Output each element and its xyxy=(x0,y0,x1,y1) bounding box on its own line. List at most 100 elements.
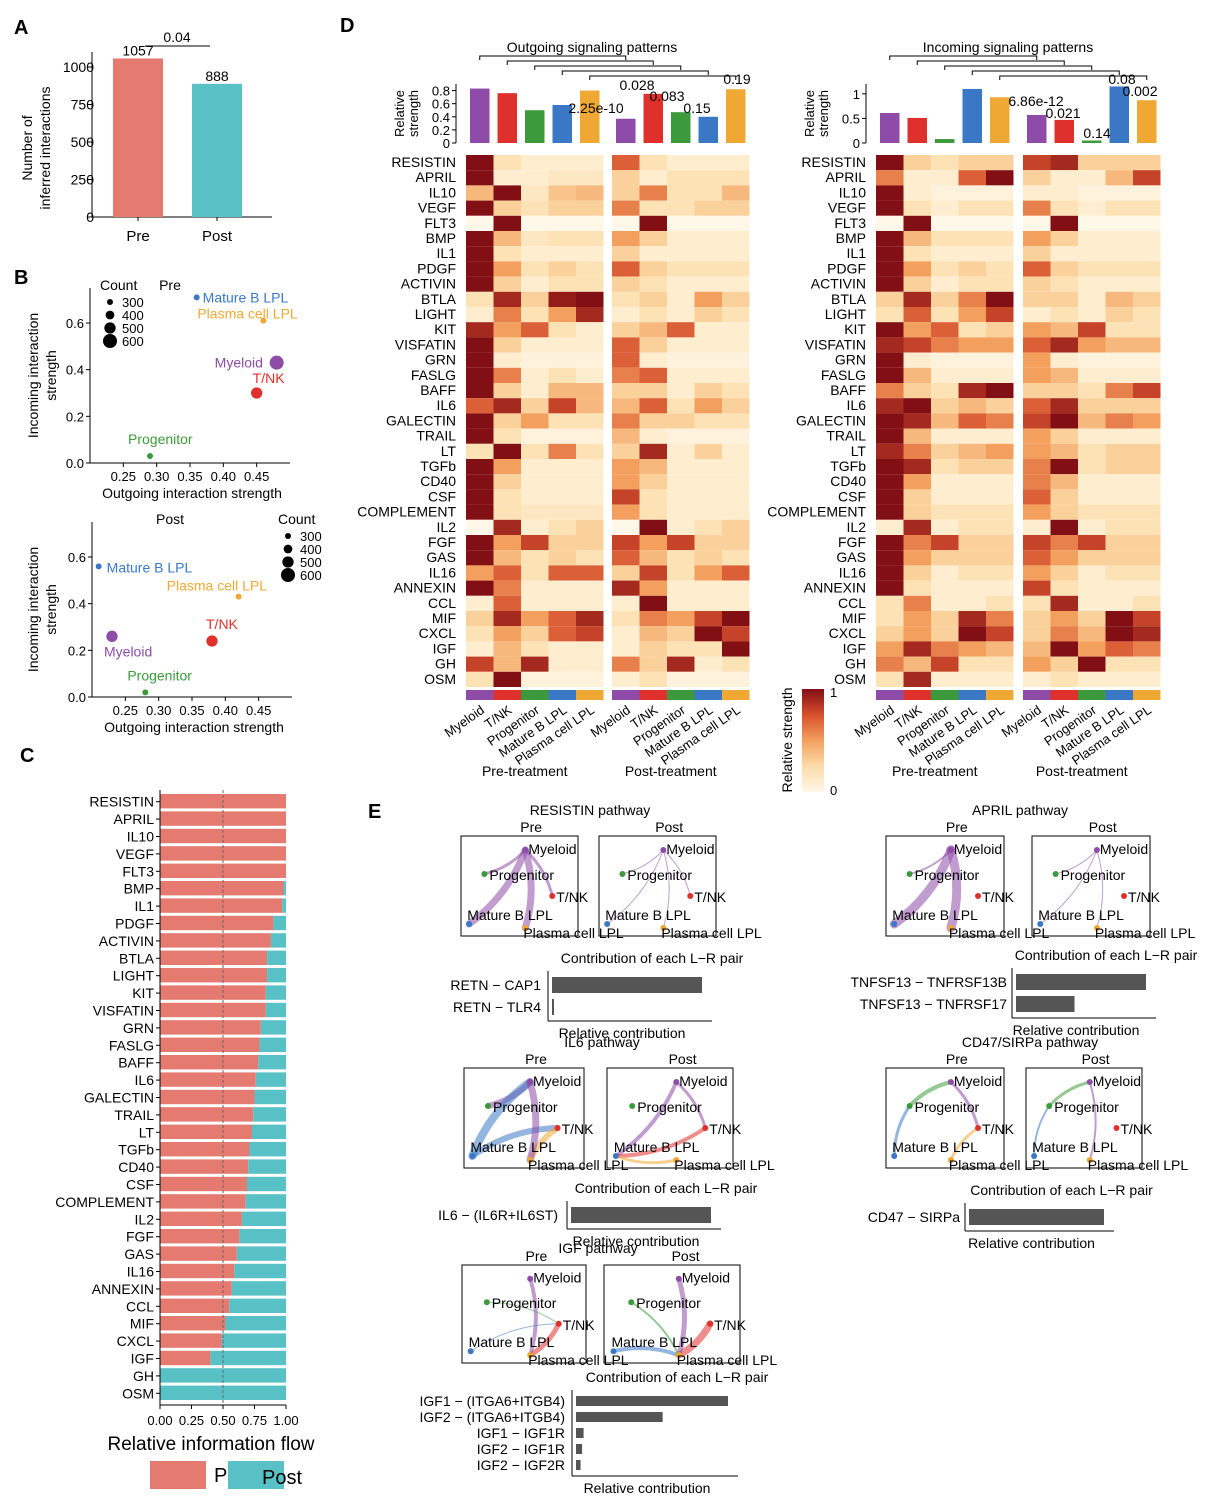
pathway-title: IGF pathway xyxy=(558,1240,637,1256)
network-title-pre: Pre xyxy=(526,1248,548,1264)
heat-cell xyxy=(722,641,750,657)
pathway-label-cxcl: CXCL xyxy=(829,625,867,641)
heat-cell xyxy=(667,611,695,627)
heat-cell xyxy=(722,671,750,687)
heat-cell xyxy=(694,367,722,383)
heat-cell xyxy=(612,367,640,383)
category-label-csf: CSF xyxy=(126,1177,154,1193)
bar-pre-grn xyxy=(160,1020,261,1035)
heat-cell xyxy=(694,641,722,657)
network-edge xyxy=(465,846,529,928)
pathway-label-light: LIGHT xyxy=(415,306,457,322)
heat-cell xyxy=(958,215,986,231)
celltype-strip-plasma-cell-lpl xyxy=(986,690,1014,700)
heat-cell xyxy=(1133,322,1161,338)
celltype-strip-mature-b-lpl xyxy=(548,690,576,700)
network-node-plasma-cell-lpl xyxy=(1086,1157,1093,1163)
lr-pair-label: IGF2 − (ITGA6+ITGB4) xyxy=(420,1409,565,1425)
x-tick-label: 0.40 xyxy=(211,469,236,484)
pvalue-bracket xyxy=(889,55,1038,60)
pathway-title: RESISTIN pathway xyxy=(530,802,651,818)
heat-cell xyxy=(576,185,604,201)
pvalue-bracket xyxy=(506,60,654,65)
heat-cell xyxy=(1133,215,1161,231)
heat-cell xyxy=(986,276,1014,292)
network-box-pre xyxy=(460,835,579,937)
heat-cell xyxy=(548,519,576,535)
bar-pre-tgfb xyxy=(160,1142,250,1157)
heat-cell xyxy=(986,231,1014,247)
pathway-label-il2: IL2 xyxy=(437,519,457,535)
heat-cell xyxy=(639,185,667,201)
heat-cell xyxy=(722,367,750,383)
network-node-myeloid xyxy=(527,1079,533,1085)
pathway-label-il10: IL10 xyxy=(429,184,456,200)
heat-cell xyxy=(722,428,750,444)
heat-cell xyxy=(931,337,959,353)
celltype-strip-plasma-cell-lpl xyxy=(576,690,604,700)
strength-bar-post-t-nk xyxy=(643,93,663,143)
point-plasma-cell-lpl xyxy=(260,317,267,324)
point-label-t-nk: T/NK xyxy=(206,616,239,632)
heat-cell xyxy=(722,200,750,216)
heat-cell xyxy=(667,671,695,687)
heat-cell xyxy=(493,656,521,672)
heat-cell xyxy=(903,504,931,520)
heat-cell xyxy=(903,459,931,475)
heat-cell xyxy=(722,246,750,262)
category-label-kit: KIT xyxy=(132,985,154,1001)
x-tick-label: 0.35 xyxy=(177,469,202,484)
pathway-block-il6-pathway: IL6 pathwayPreMyeloidProgenitorT/NKMatur… xyxy=(438,1034,775,1249)
heat-cell xyxy=(876,291,904,307)
heat-cell xyxy=(493,200,521,216)
pathway-label-flt3: FLT3 xyxy=(424,215,456,231)
heat-cell xyxy=(1078,155,1106,171)
bar-post-ccl xyxy=(229,1298,286,1313)
x-tick-label: 0.75 xyxy=(242,1413,267,1428)
heat-cell xyxy=(958,200,986,216)
network-edge xyxy=(892,1104,912,1158)
network-label-mature-b-lpl: Mature B LPL xyxy=(892,907,978,923)
heat-cell xyxy=(667,155,695,171)
network-box-pre xyxy=(885,835,1005,937)
network-edge xyxy=(889,845,956,929)
contribution-bar xyxy=(1016,974,1146,990)
heat-cell xyxy=(521,367,549,383)
heat-cell xyxy=(722,443,750,459)
network-box-post xyxy=(603,1264,741,1364)
heat-cell xyxy=(958,580,986,596)
heat-cell xyxy=(1078,276,1106,292)
bar-post-lt xyxy=(251,1124,286,1139)
heat-cell xyxy=(521,504,549,520)
pathway-title: CD47/SIRPa pathway xyxy=(962,1034,1098,1050)
heat-cell xyxy=(1078,307,1106,323)
pvalue-label: 0.14 xyxy=(1083,125,1110,141)
heat-cell xyxy=(1078,185,1106,201)
heat-cell xyxy=(576,535,604,551)
network-title-pre: Pre xyxy=(525,1051,547,1067)
heat-cell xyxy=(986,459,1014,475)
heat-cell xyxy=(931,200,959,216)
x-axis-label: Outgoing interaction strength xyxy=(102,485,282,501)
pvalue-label: 2.25e-10 xyxy=(568,100,623,116)
heat-cell xyxy=(1078,443,1106,459)
heat-cell xyxy=(466,595,494,611)
pathway-label-april: APRIL xyxy=(416,169,457,185)
y-tick-label: 250 xyxy=(71,172,95,188)
bar-post-mif xyxy=(225,1316,286,1331)
heat-cell xyxy=(876,474,904,490)
network-label-t-nk: T/NK xyxy=(1120,1121,1153,1137)
heat-cell xyxy=(903,580,931,596)
network-label-t-nk: T/NK xyxy=(1128,889,1161,905)
celltype-strip-myeloid xyxy=(612,690,640,700)
network-label-mature-b-lpl: Mature B LPL xyxy=(470,1139,556,1155)
heat-cell xyxy=(548,489,576,505)
heat-cell xyxy=(1050,200,1078,216)
point-t-nk xyxy=(206,635,218,647)
heat-cell xyxy=(548,215,576,231)
heat-cell xyxy=(521,641,549,657)
bar-pre-april xyxy=(160,811,286,826)
category-label-flt3: FLT3 xyxy=(122,863,154,879)
heat-cell xyxy=(493,580,521,596)
strength-bar-post-t-nk xyxy=(1054,119,1074,143)
